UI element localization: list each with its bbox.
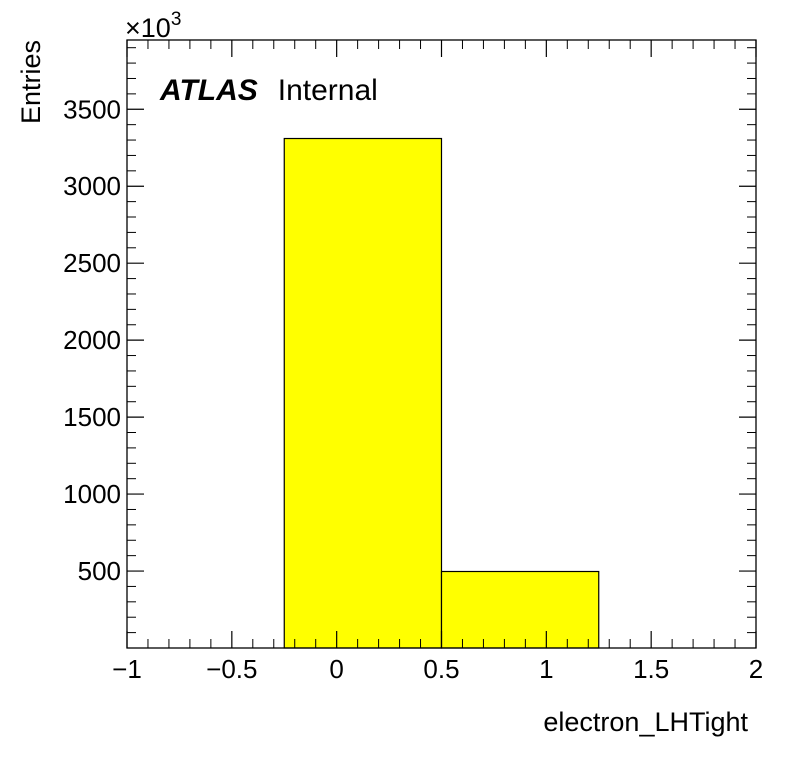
y-tick-label-0: 500 (78, 556, 121, 586)
x-tick-label-6: 2 (749, 654, 763, 684)
y-tick-labels: 500 1000 1500 2000 2500 3000 3500 (63, 94, 121, 586)
y-axis-title: Entries (16, 40, 46, 124)
x-tick-label-1: −0.5 (206, 654, 257, 684)
y-axis-multiplier-base: ×10 (125, 13, 171, 43)
y-tick-label-6: 3500 (63, 94, 121, 124)
atlas-label: ATLAS Internal (159, 74, 378, 107)
plot-frame (126, 39, 757, 649)
x-tick-label-2: 0 (329, 654, 343, 684)
y-tick-label-4: 2500 (63, 248, 121, 278)
x-tick-label-4: 1 (539, 654, 553, 684)
y-tick-label-3: 2000 (63, 325, 121, 355)
histogram-bin-0 (283, 137, 443, 649)
atlas-brand: ATLAS (159, 74, 258, 107)
y-tick-label-5: 3000 (63, 171, 121, 201)
y-axis-multiplier: ×103 (125, 9, 181, 43)
y-tick-label-2: 1500 (63, 402, 121, 432)
atlas-status: Internal (278, 74, 378, 107)
y-tick-label-1: 1000 (63, 479, 121, 509)
x-tick-labels: −1 −0.5 0 0.5 1 1.5 2 (112, 654, 763, 684)
x-tick-label-3: 0.5 (423, 654, 459, 684)
major-ticks (126, 40, 757, 648)
x-tick-label-0: −1 (112, 654, 142, 684)
minor-ticks (127, 40, 756, 648)
histogram-bars (283, 137, 600, 649)
x-tick-label-5: 1.5 (633, 654, 669, 684)
y-axis-multiplier-exponent: 3 (171, 9, 182, 30)
x-axis-title: electron_LHTight (543, 707, 748, 737)
histogram-bin-1 (440, 570, 600, 649)
